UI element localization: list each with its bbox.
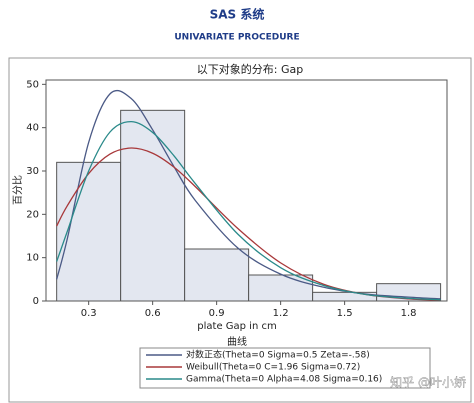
y-tick-label: 0 <box>33 296 39 307</box>
x-tick-label: 0.6 <box>145 308 161 319</box>
chart-frame <box>8 57 472 403</box>
page-subtitle: UNIVARIATE PROCEDURE <box>174 33 299 43</box>
chart-title: 以下对象的分布: Gap <box>197 62 303 76</box>
x-axis-label: plate Gap in cm <box>197 321 276 332</box>
legend-label: 对数正态(Theta=0 Sigma=0.5 Zeta=-.58) <box>186 349 370 361</box>
y-tick-label: 40 <box>26 123 39 134</box>
x-tick-label: 0.9 <box>209 308 225 319</box>
page-title: SAS 系统 <box>210 7 265 22</box>
x-tick-label: 1.2 <box>273 308 289 319</box>
x-tick-label: 1.5 <box>337 308 353 319</box>
legend-box <box>139 347 431 389</box>
legend-label: Gamma(Theta=0 Alpha=4.08 Sigma=0.16) <box>186 375 382 385</box>
plot-frame <box>45 79 448 302</box>
watermark: 知乎 @叶小娇 <box>390 376 466 390</box>
legend-title: 曲线 <box>227 335 247 348</box>
histogram-bar <box>184 248 250 302</box>
histogram-bar <box>120 109 186 302</box>
y-tick-label: 50 <box>26 79 39 90</box>
x-tick-label: 1.8 <box>401 308 417 319</box>
y-axis-label: 百分比 <box>12 175 24 205</box>
y-tick-label: 30 <box>26 166 39 177</box>
y-tick-label: 20 <box>26 209 39 220</box>
legend-label: Weibull(Theta=0 C=1.96 Sigma=0.72) <box>186 363 360 373</box>
histogram-bar <box>56 161 122 302</box>
x-tick-label: 0.3 <box>81 308 97 319</box>
y-tick-label: 10 <box>26 253 39 264</box>
fit-curve <box>56 120 441 301</box>
